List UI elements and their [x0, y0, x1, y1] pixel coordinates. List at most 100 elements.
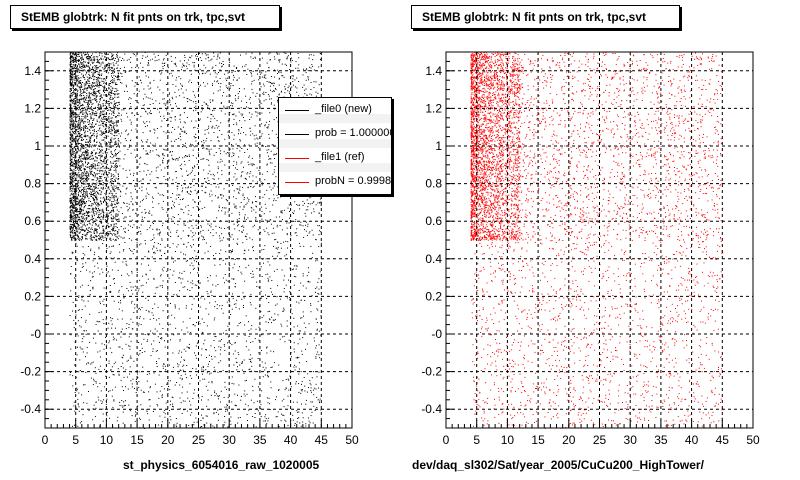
point	[115, 149, 117, 150]
point	[85, 82, 87, 84]
point	[305, 69, 307, 71]
point	[261, 123, 263, 125]
point	[270, 103, 272, 105]
point	[298, 81, 300, 82]
point	[75, 103, 77, 105]
point	[76, 159, 78, 161]
point	[78, 165, 80, 167]
point	[174, 206, 175, 208]
point	[83, 91, 85, 93]
point	[71, 139, 73, 141]
point	[190, 214, 192, 216]
point	[215, 186, 217, 188]
point	[211, 126, 213, 128]
point	[95, 123, 96, 125]
point	[128, 238, 130, 240]
point	[85, 181, 87, 183]
point	[72, 86, 74, 88]
point	[110, 86, 112, 88]
point	[196, 54, 197, 55]
point	[78, 106, 80, 108]
point	[106, 232, 108, 234]
point	[205, 54, 207, 56]
point	[92, 109, 93, 111]
point	[71, 68, 73, 70]
point	[199, 68, 201, 70]
point	[96, 158, 98, 160]
point	[103, 78, 105, 80]
point	[303, 237, 305, 238]
point	[247, 68, 249, 70]
point	[291, 57, 293, 59]
point	[96, 101, 98, 103]
point	[180, 128, 182, 130]
point	[108, 88, 110, 90]
point	[99, 238, 101, 240]
point	[199, 208, 201, 210]
point	[260, 102, 262, 104]
point	[144, 93, 146, 95]
point	[72, 67, 73, 69]
point	[69, 123, 71, 125]
point	[91, 236, 93, 238]
point	[186, 155, 188, 157]
point	[182, 157, 184, 159]
point	[107, 119, 108, 121]
point	[92, 122, 93, 123]
point	[112, 87, 114, 89]
point	[119, 165, 121, 167]
point	[184, 122, 186, 124]
point	[91, 55, 92, 56]
point	[71, 73, 73, 75]
point	[145, 153, 147, 155]
point	[80, 161, 82, 163]
point	[87, 65, 89, 67]
point	[102, 184, 104, 186]
point	[94, 88, 96, 90]
point	[186, 68, 188, 70]
point	[104, 56, 106, 58]
point	[248, 200, 250, 202]
point	[231, 102, 232, 104]
point	[107, 173, 109, 175]
point	[146, 164, 148, 166]
point	[222, 108, 224, 110]
point	[116, 166, 118, 168]
point	[111, 127, 113, 129]
point	[99, 190, 101, 191]
point	[269, 120, 270, 122]
point	[80, 80, 82, 81]
point	[148, 64, 150, 66]
point	[82, 82, 83, 83]
point	[70, 56, 72, 58]
point	[315, 95, 317, 97]
point	[162, 200, 164, 202]
point	[81, 83, 83, 85]
point	[79, 231, 81, 233]
point	[211, 200, 213, 202]
point	[218, 148, 220, 150]
point	[99, 54, 100, 56]
point	[208, 180, 210, 181]
point	[84, 135, 86, 137]
point	[197, 143, 199, 145]
point	[254, 138, 256, 140]
point	[96, 196, 98, 198]
point	[112, 98, 114, 100]
point	[99, 101, 100, 103]
point	[191, 236, 193, 238]
point	[240, 132, 242, 134]
point	[82, 197, 83, 199]
point	[144, 126, 146, 128]
point	[78, 188, 80, 190]
point	[85, 173, 87, 175]
point	[86, 58, 88, 60]
point	[73, 147, 75, 149]
point	[155, 167, 157, 169]
point	[115, 162, 117, 164]
point	[101, 74, 102, 76]
point	[118, 229, 120, 231]
point	[275, 176, 277, 178]
point	[319, 202, 321, 204]
point	[110, 121, 112, 123]
